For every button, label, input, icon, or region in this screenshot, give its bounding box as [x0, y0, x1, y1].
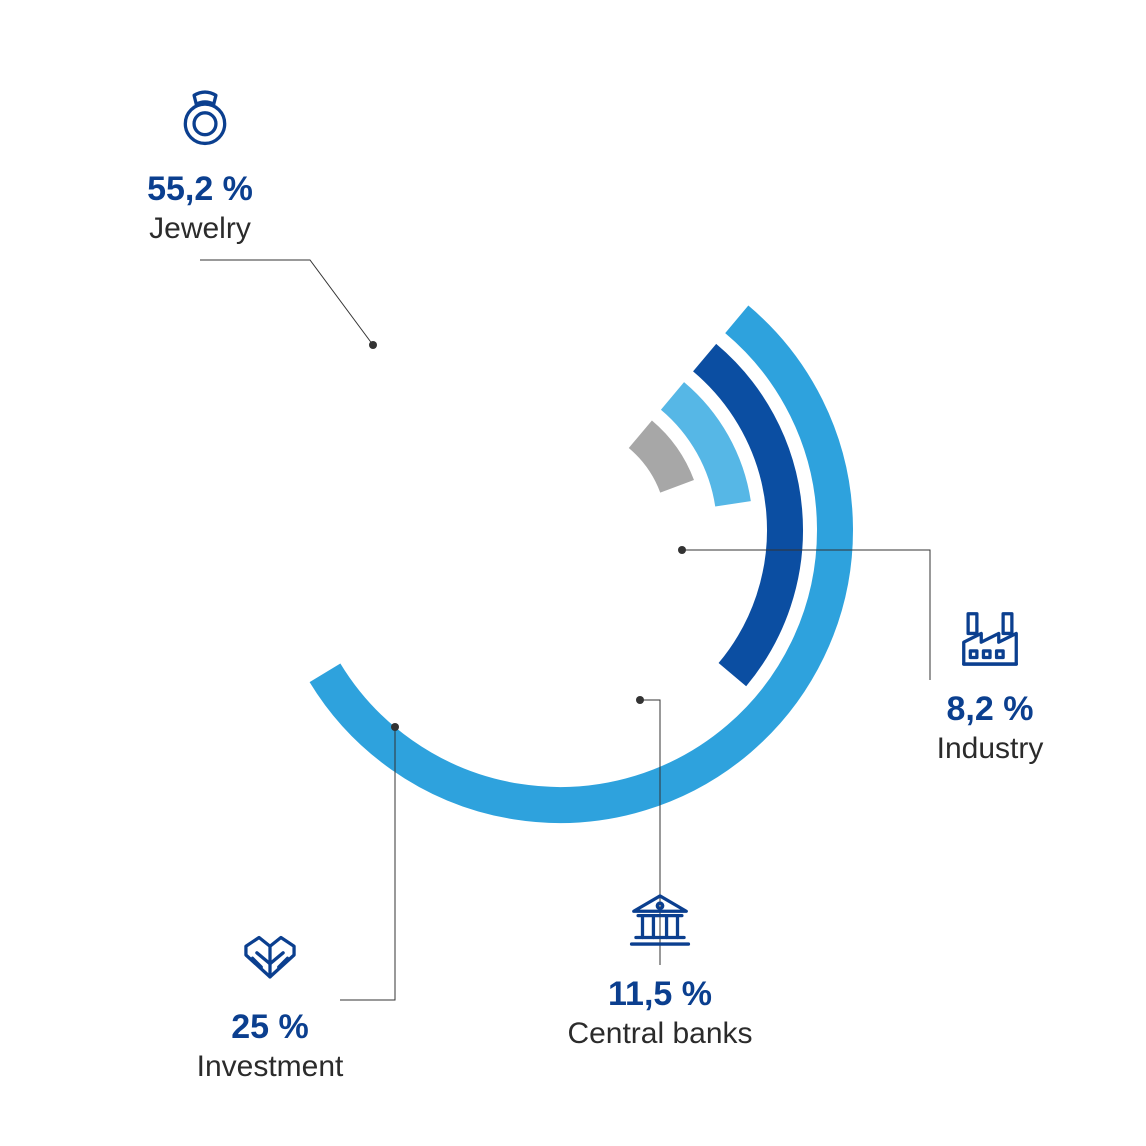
ring-central_banks [672, 396, 733, 504]
ring-investment [705, 358, 785, 675]
label-investment: Investment [197, 1050, 344, 1083]
leader-dot-central_banks [636, 696, 644, 704]
radial-bar-chart: 55,2 % Jewelry 25 % Investment 11,5 % Central… [0, 0, 1146, 1146]
investment-icon [246, 938, 294, 977]
label-central_banks: Central banks [567, 1017, 752, 1050]
leader-dot-industry [678, 546, 686, 554]
leader-dot-jewelry [369, 341, 377, 349]
label-jewelry: Jewelry [149, 212, 251, 245]
ring-industry [640, 434, 677, 486]
industry-icon [964, 614, 1017, 664]
percent-central_banks: 11,5 % [608, 975, 712, 1013]
percent-industry: 8,2 % [947, 690, 1034, 728]
percent-jewelry: 55,2 % [147, 170, 253, 208]
percent-investment: 25 % [231, 1008, 309, 1046]
jewelry-icon [185, 92, 224, 143]
leader-dot-investment [391, 723, 399, 731]
leader-investment [340, 727, 395, 1000]
label-industry: Industry [937, 732, 1044, 765]
leader-jewelry [200, 260, 373, 345]
